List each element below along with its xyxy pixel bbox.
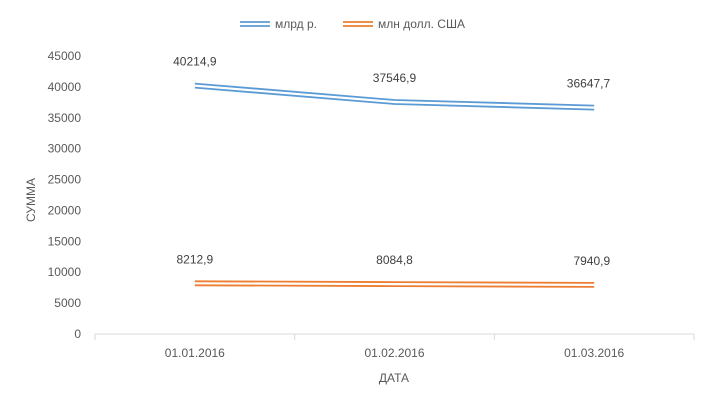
- y-tick-label: 20000: [48, 203, 82, 217]
- legend-item: млн долл. США: [343, 17, 465, 31]
- legend-item: млрд р.: [240, 17, 317, 31]
- y-tick-label: 0: [74, 327, 81, 341]
- data-label: 8084,8: [376, 253, 413, 267]
- y-tick-label: 5000: [54, 296, 81, 310]
- series-line: [194, 284, 595, 288]
- data-label: 40214,9: [173, 55, 217, 69]
- data-label: 37546,9: [373, 71, 417, 85]
- series-usd-mn: [194, 280, 595, 288]
- data-label: 7940,9: [573, 254, 610, 268]
- y-axis: 0 5000 10000 15000 20000 25000 30000 35000 40000…: [48, 49, 82, 341]
- x-tick-label: 01.02.2016: [364, 346, 424, 360]
- x-axis: 01.01.2016 01.02.2016 01.03.2016: [94, 333, 695, 360]
- x-tick-label: 01.03.2016: [564, 346, 624, 360]
- legend-label: млн долл. США: [378, 17, 465, 31]
- y-tick-label: 30000: [48, 142, 82, 156]
- y-tick-label: 15000: [48, 234, 82, 248]
- y-tick-label: 35000: [48, 111, 82, 125]
- series-rub-bn: [194, 82, 595, 111]
- y-tick-label: 45000: [48, 49, 82, 63]
- data-label: 36647,7: [567, 77, 611, 91]
- x-axis-title: ДАТА: [379, 371, 409, 385]
- y-axis-title: СУММА: [24, 178, 38, 222]
- y-tick-label: 40000: [48, 80, 82, 94]
- y-tick-label: 25000: [48, 173, 82, 187]
- data-labels: 40214,9 37546,9 36647,7 8212,9 8084,8 7940,9: [173, 55, 610, 268]
- legend: млрд р. млн долл. США: [240, 17, 465, 31]
- legend-label: млрд р.: [275, 17, 317, 31]
- series-line: [194, 82, 595, 107]
- series-line: [194, 86, 595, 111]
- y-tick-label: 10000: [48, 265, 82, 279]
- series-layer: [194, 82, 595, 288]
- series-line: [194, 280, 595, 284]
- data-label: 8212,9: [176, 252, 213, 266]
- x-tick-label: 01.01.2016: [165, 346, 225, 360]
